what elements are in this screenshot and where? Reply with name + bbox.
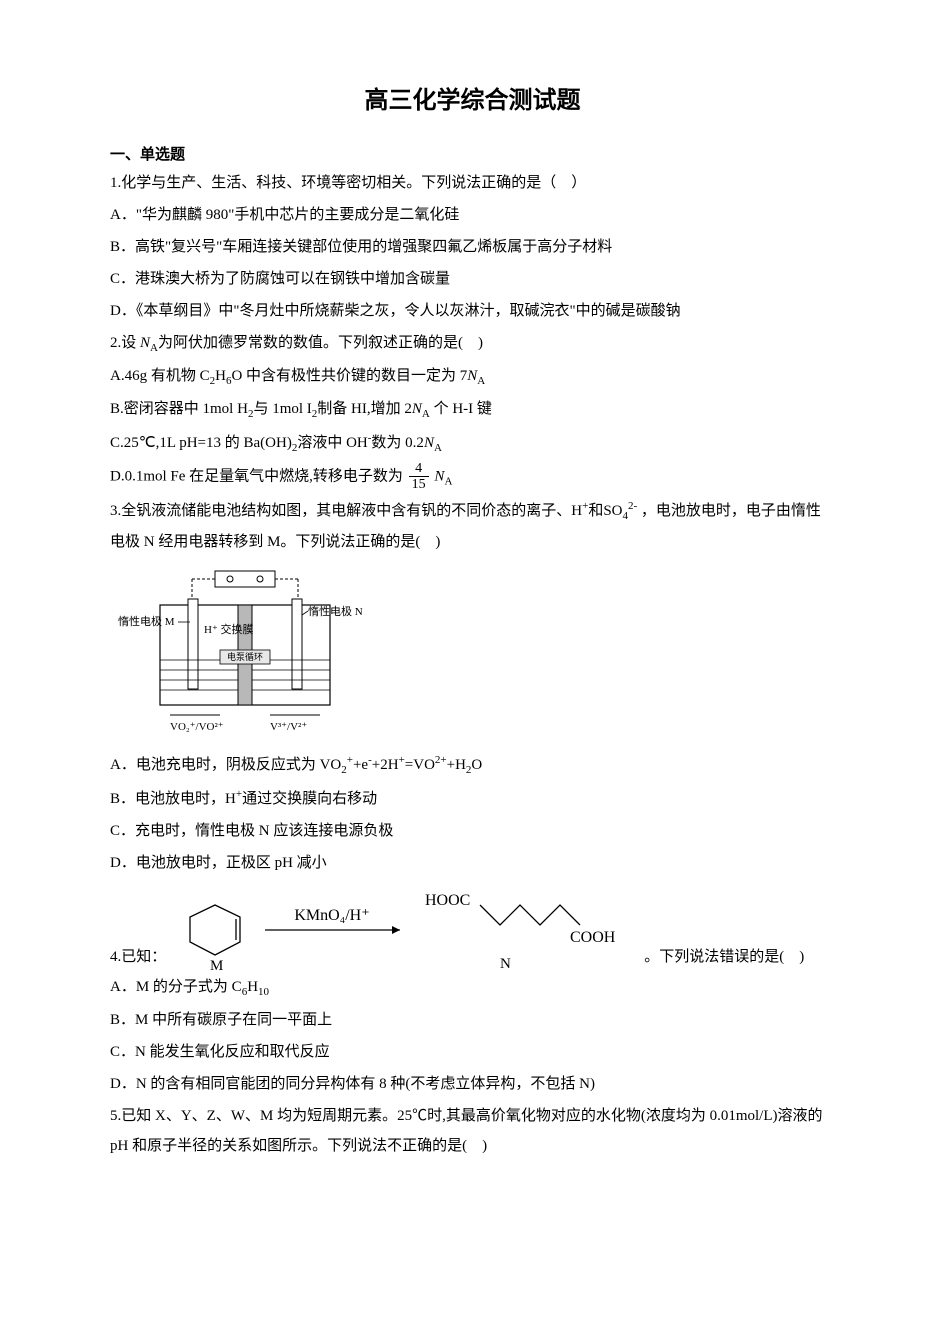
right-electrode-label: 惰性电极 N: [308, 604, 363, 618]
q2-stem-pre: 2.设: [110, 335, 140, 351]
q4-prefix: 4.已知：: [110, 942, 166, 972]
q1-option-c: C．港珠澳大桥为了防腐蚀可以在钢铁中增加含碳量: [110, 264, 835, 294]
q3-option-b: B．电池放电时，H+通过交换膜向右移动: [110, 783, 835, 814]
q2-stem: 2.设 NA为阿伏加德罗常数的数值。下列叙述正确的是( ): [110, 328, 835, 359]
q3-option-a: A．电池充电时，阴极反应式为 VO2++e-+2H+=VO2++H2O: [110, 749, 835, 781]
q2b-post: 个 H-I 键: [430, 401, 492, 417]
q3-stem: 3.全钒液流储能电池结构如图，其电解液中含有钒的不同价态的离子、H+和SO42-…: [110, 495, 835, 557]
left-species: VO₂⁺/VO²⁺: [170, 721, 224, 733]
q4a-pre: A．M 的分子式为 C: [110, 979, 242, 995]
q2d-pre: D.0.1mol Fe 在足量氧气中燃烧,转移电子数为: [110, 468, 407, 484]
q2a-na: N: [467, 368, 477, 384]
q4-option-d: D．N 的含有相同官能团的同分异构体有 8 种(不考虑立体异构，不包括 N): [110, 1069, 835, 1099]
q1-option-b: B．高铁"复兴号"车厢连接关键部位使用的增强聚四氟乙烯板属于高分子材料: [110, 232, 835, 262]
q2c-na-sub: A: [434, 442, 442, 454]
q2d-na: N: [434, 468, 444, 484]
q5-stem: 5.已知 X、Y、Z、W、M 均为短周期元素。25℃时,其最高价氧化物对应的水化…: [110, 1101, 835, 1161]
q2-stem-post: 为阿伏加德罗常数的数值。下列叙述正确的是( ): [158, 335, 483, 351]
q3-sup2: 2-: [628, 500, 637, 512]
q3a-pre: A．电池充电时，阴极反应式为 VO: [110, 757, 341, 773]
pump-label: 电泵循环: [227, 651, 263, 662]
q3b-post: 通过交换膜向右移动: [242, 791, 377, 807]
q2b-mid2: 制备 HI,增加 2: [317, 401, 412, 417]
m-label: M: [210, 958, 223, 972]
q3b-pre: B．电池放电时，H: [110, 791, 236, 807]
q2d-na-sub: A: [444, 475, 452, 487]
q2d-frac: 415: [409, 461, 429, 493]
hooc-label: HOOC: [425, 892, 470, 909]
q3-option-d: D．电池放电时，正极区 pH 减小: [110, 848, 835, 878]
battery-svg: 电泵循环 惰性电极 M 惰性电极 N H⁺ 交换膜 VO₂⁺/VO²⁺ V³⁺/…: [110, 565, 370, 745]
q3a-mid3: =VO: [405, 757, 435, 773]
q3-mid1: 和SO: [588, 503, 622, 519]
q2-option-a: A.46g 有机物 C2H6O 中含有极性共价键的数目一定为 7NA: [110, 361, 835, 392]
q4-reaction-row: 4.已知： M KMnO₄/H⁺ HOOC COOH N 。下列说法错误的是( …: [110, 880, 835, 972]
page-title: 高三化学综合测试题: [110, 80, 835, 115]
q2b-na: N: [412, 401, 422, 417]
q2c-pre: C.25℃,1L pH=13 的 Ba(OH): [110, 435, 292, 451]
q2a-na-sub: A: [477, 375, 485, 387]
q3a-mid4: +H: [447, 757, 466, 773]
q2-na-sub: A: [150, 342, 158, 354]
q2d-frac-num: 4: [409, 461, 429, 477]
q3a-post: O: [471, 757, 482, 773]
q2a-pre: A.46g 有机物 C: [110, 368, 210, 384]
membrane-label: H⁺ 交换膜: [204, 622, 254, 636]
q4a-mid: H: [247, 979, 258, 995]
q3a-mid2: +2H: [372, 757, 399, 773]
q2-option-d: D.0.1mol Fe 在足量氧气中燃烧,转移电子数为 415 NA: [110, 461, 835, 493]
n-label: N: [500, 956, 511, 972]
cooh-label: COOH: [570, 929, 616, 946]
q1-option-d: D．《本草纲目》中"冬月灶中所烧薪柴之灰，令人以灰淋汁，取碱浣衣"中的碱是碳酸钠: [110, 296, 835, 326]
reaction-svg: M KMnO₄/H⁺ HOOC COOH N: [170, 880, 640, 972]
q3a-sup4: 2+: [435, 754, 447, 766]
q2a-mid2: O 中含有极性共价键的数目一定为 7: [231, 368, 467, 384]
section-header: 一、单选题: [110, 143, 835, 164]
reagent-label: KMnO₄/H⁺: [295, 907, 370, 924]
q4-suffix: 。下列说法错误的是( ): [644, 942, 804, 972]
q2-na: N: [140, 335, 150, 351]
q4-option-a: A．M 的分子式为 C6H10: [110, 972, 835, 1003]
q2c-mid1: 溶液中 OH: [297, 435, 367, 451]
left-electrode-label: 惰性电极 M: [118, 614, 175, 628]
q3-diagram: 电泵循环 惰性电极 M 惰性电极 N H⁺ 交换膜 VO₂⁺/VO²⁺ V³⁺/…: [110, 565, 835, 745]
q3-option-c: C．充电时，惰性电极 N 应该连接电源负极: [110, 816, 835, 846]
q2-option-c: C.25℃,1L pH=13 的 Ba(OH)2溶液中 OH-数为 0.2NA: [110, 427, 835, 459]
q1-stem: 1.化学与生产、生活、科技、环境等密切相关。下列说法正确的是（ ）: [110, 168, 835, 198]
q3a-mid1: +e: [353, 757, 368, 773]
right-species: V³⁺/V²⁺: [270, 721, 307, 733]
q4a-sub2: 10: [258, 986, 269, 998]
q1-option-a: A．"华为麒麟 980"手机中芯片的主要成分是二氧化硅: [110, 200, 835, 230]
q2d-frac-den: 15: [409, 477, 429, 492]
q3-stem-pre: 3.全钒液流储能电池结构如图，其电解液中含有钒的不同价态的离子、H: [110, 503, 582, 519]
q2b-pre: B.密闭容器中 1mol H: [110, 401, 248, 417]
q2-option-b: B.密闭容器中 1mol H2与 1mol I2制备 HI,增加 2NA 个 H…: [110, 394, 835, 425]
q2b-na-sub: A: [422, 408, 430, 420]
q2c-mid2: 数为 0.2: [371, 435, 424, 451]
q4-option-c: C．N 能发生氧化反应和取代反应: [110, 1037, 835, 1067]
q4-option-b: B．M 中所有碳原子在同一平面上: [110, 1005, 835, 1035]
q2a-mid1: H: [215, 368, 226, 384]
q2b-mid1: 与 1mol I: [253, 401, 311, 417]
q2c-na: N: [424, 435, 434, 451]
